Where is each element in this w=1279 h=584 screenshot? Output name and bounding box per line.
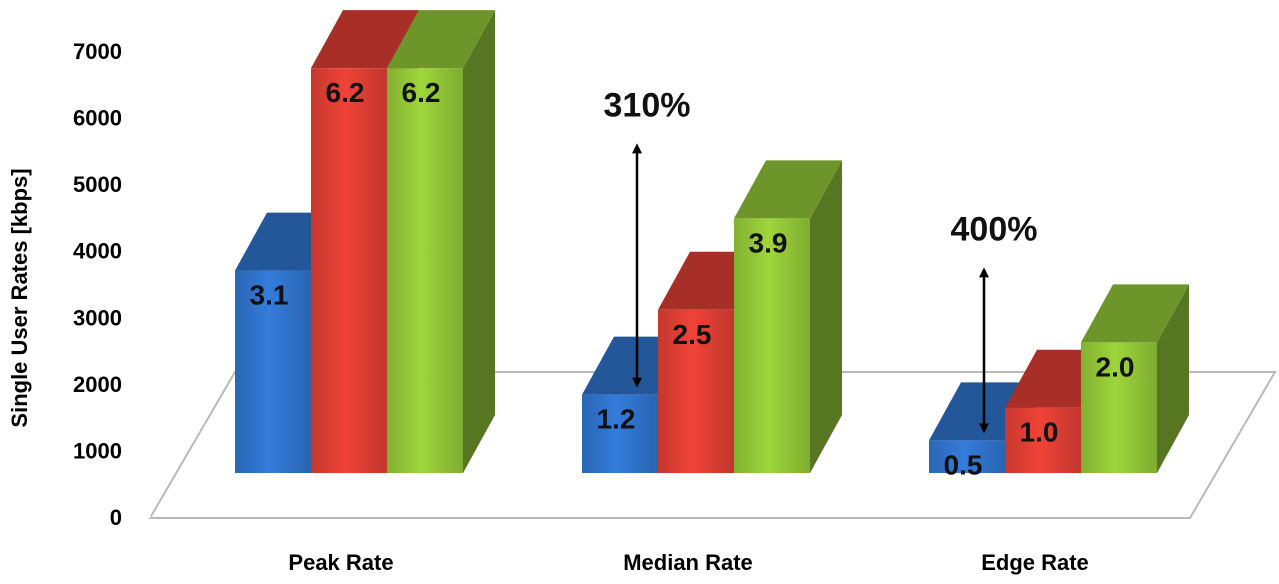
bar (658, 309, 734, 473)
y-axis-title: Single User Rates [kbps] (7, 168, 32, 427)
bar-value-label: 1.2 (597, 404, 636, 435)
annotation-label: 400% (951, 210, 1038, 248)
bar (1081, 342, 1157, 473)
y-tick-label: 1000 (73, 438, 122, 463)
bar (1005, 407, 1081, 473)
y-tick-label: 2000 (73, 372, 122, 397)
bar (387, 68, 463, 473)
bar (929, 440, 1005, 473)
y-tick-label: 5000 (73, 172, 122, 197)
bar-side-face (810, 160, 842, 473)
x-category-label: Edge Rate (981, 550, 1089, 575)
bar (235, 270, 311, 473)
bar-value-label: 2.0 (1096, 351, 1135, 382)
bar-top-face (311, 10, 419, 69)
y-tick-label: 6000 (73, 106, 122, 131)
annotation-label: 310% (604, 86, 691, 124)
y-tick-label: 0 (110, 505, 122, 530)
bar-value-label: 3.1 (250, 280, 289, 311)
bar (311, 68, 387, 473)
bar-top-face (387, 10, 495, 69)
bar-value-label: 3.9 (749, 227, 788, 258)
bar-side-face (463, 10, 495, 473)
y-tick-label: 7000 (73, 39, 122, 64)
bar (734, 218, 810, 473)
bar-value-label: 0.5 (944, 449, 983, 480)
bar-top-face (734, 160, 842, 219)
bar (582, 394, 658, 473)
bar-value-label: 6.2 (402, 77, 441, 108)
bar-value-label: 2.5 (673, 319, 712, 350)
y-tick-label: 3000 (73, 305, 122, 330)
bar-side-face (1157, 284, 1189, 473)
bar-value-label: 6.2 (326, 77, 365, 108)
y-tick-label: 4000 (73, 239, 122, 264)
bar-top-face (1081, 284, 1189, 343)
x-category-label: Peak Rate (288, 550, 393, 575)
bar-value-label: 1.0 (1020, 417, 1059, 448)
x-category-label: Median Rate (623, 550, 753, 575)
